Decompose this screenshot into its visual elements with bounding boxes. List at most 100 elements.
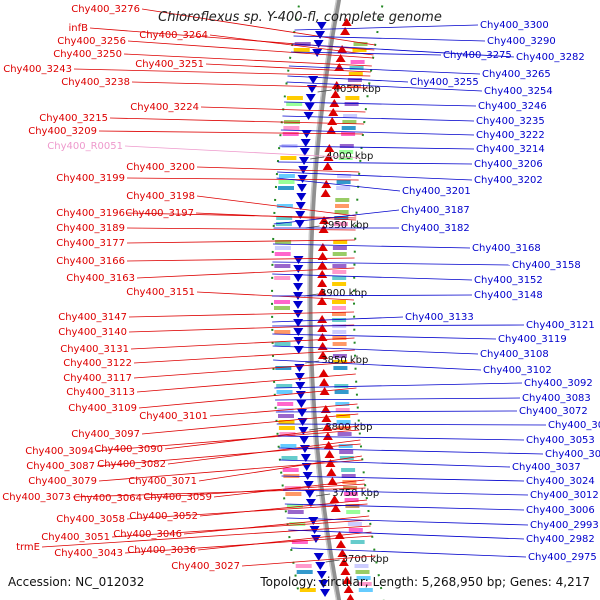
left-feature-bar bbox=[358, 588, 373, 592]
accession-text: Accession: NC_012032 bbox=[8, 575, 145, 589]
forward-gene-arrow bbox=[317, 351, 328, 359]
reverse-gene-arrow bbox=[293, 274, 304, 282]
forward-gene-arrow bbox=[322, 432, 333, 440]
forward-gene-arrow bbox=[317, 288, 328, 296]
right-feature-bar bbox=[283, 126, 300, 130]
reverse-gene-arrow bbox=[305, 94, 316, 102]
right-gene-label: Chy400_3060 bbox=[548, 420, 600, 431]
forward-gene-arrow bbox=[326, 468, 337, 476]
left-feature-bar bbox=[343, 114, 358, 118]
right-label-leader bbox=[273, 359, 482, 371]
left-gene-label: trmE bbox=[16, 542, 40, 553]
reverse-gene-arrow bbox=[300, 139, 311, 147]
left-gene-label: Chy400_3082 bbox=[97, 459, 166, 470]
left-feature-bar bbox=[334, 384, 349, 388]
left-label-leader bbox=[126, 212, 357, 219]
forward-gene-arrow bbox=[335, 54, 346, 62]
kbp-tick-mark bbox=[325, 559, 340, 563]
left-feature-bar bbox=[334, 222, 348, 226]
forward-gene-arrow bbox=[317, 243, 328, 251]
reverse-gene-arrow bbox=[310, 535, 321, 543]
reverse-gene-arrow bbox=[301, 130, 312, 138]
left-label-leader bbox=[95, 429, 360, 452]
right-label-leader bbox=[275, 410, 518, 413]
right-feature-bar bbox=[286, 96, 303, 100]
kbp-tick-mark bbox=[317, 89, 332, 93]
left-feature-bar bbox=[335, 408, 350, 412]
left-gene-label: Chy400_3064 bbox=[73, 493, 142, 504]
left-feature-bar bbox=[346, 510, 361, 514]
left-label-leader bbox=[41, 525, 371, 548]
right-feature-bar bbox=[280, 156, 297, 160]
right-label-leader bbox=[274, 382, 523, 389]
forward-gene-arrow bbox=[346, 594, 355, 600]
left-label-leader bbox=[73, 68, 371, 77]
forward-gene-arrow bbox=[323, 441, 334, 449]
left-label-leader bbox=[196, 166, 360, 173]
left-feature-bar bbox=[332, 282, 347, 286]
left-gene-label: Chy400_3151 bbox=[126, 287, 195, 298]
left-gene-label: Chy400_3198 bbox=[126, 191, 195, 202]
right-label-leader bbox=[272, 324, 525, 327]
genome-backbone bbox=[271, 0, 385, 600]
left-feature-bar bbox=[335, 204, 349, 208]
kbp-tick-label: 3700 kbp bbox=[342, 554, 389, 565]
reverse-gene-arrow bbox=[293, 346, 304, 354]
forward-gene-arrow bbox=[328, 108, 339, 116]
left-gene-label: Chy400_3113 bbox=[66, 387, 135, 398]
right-label-leader bbox=[272, 243, 471, 249]
left-feature-bar bbox=[336, 186, 351, 190]
left-gene-label: Chy400_3140 bbox=[58, 327, 127, 338]
left-feature-bar bbox=[355, 570, 370, 574]
left-gene-label: Chy400_3276 bbox=[71, 4, 140, 15]
reverse-gene-arrow bbox=[295, 382, 306, 390]
right-gene-label: Chy400_3152 bbox=[474, 275, 543, 286]
right-gene-label: Chy400_3275 bbox=[443, 50, 512, 61]
reverse-gene-arrow bbox=[315, 31, 326, 39]
right-label-leader bbox=[272, 333, 497, 340]
left-label-leader bbox=[143, 483, 366, 499]
right-label-leader bbox=[272, 345, 479, 355]
reverse-gene-arrow bbox=[293, 283, 304, 291]
left-gene-label: Chy400_3051 bbox=[41, 532, 110, 543]
left-gene-label: Chy400_3147 bbox=[58, 312, 127, 323]
right-gene-label: Chy400_3255 bbox=[410, 77, 479, 88]
left-label-leader bbox=[109, 117, 365, 125]
reverse-gene-arrow bbox=[293, 328, 304, 336]
reverse-gene-arrow bbox=[320, 589, 331, 597]
right-feature-bar bbox=[278, 414, 294, 418]
right-feature-bar bbox=[274, 330, 291, 334]
left-label-leader bbox=[195, 212, 357, 221]
left-gene-label: Chy400_R0051 bbox=[47, 141, 123, 152]
right-feature-bar bbox=[278, 174, 295, 178]
forward-gene-arrow bbox=[317, 279, 328, 287]
reverse-gene-arrow bbox=[299, 157, 310, 165]
right-label-leader bbox=[290, 51, 442, 56]
reverse-gene-arrow bbox=[303, 481, 314, 489]
reverse-gene-arrow bbox=[298, 427, 309, 435]
right-gene-label: Chy400_3044 bbox=[545, 449, 600, 460]
right-feature-bar bbox=[275, 240, 292, 244]
left-gene-label: Chy400_3094 bbox=[25, 446, 94, 457]
right-label-leader bbox=[277, 161, 473, 165]
gene-labels: Chy400_3276 infB Chy400_3264 Chy400_3256 Chy… bbox=[2, 4, 600, 572]
forward-gene-arrow bbox=[322, 423, 333, 431]
right-feature-bar bbox=[277, 402, 294, 406]
topology-text: Topology: circular; Length: 5,268,950 bp… bbox=[260, 575, 590, 589]
left-feature-bar bbox=[345, 96, 360, 100]
reverse-gene-arrow bbox=[318, 580, 329, 588]
right-feature-bar bbox=[274, 276, 291, 280]
left-gene-label: Chy400_3122 bbox=[63, 358, 132, 369]
right-feature-bar bbox=[295, 564, 312, 568]
right-feature-bar bbox=[289, 522, 306, 526]
left-gene-label: Chy400_3199 bbox=[56, 173, 125, 184]
right-gene-label: Chy400_3158 bbox=[512, 260, 581, 271]
right-feature-bar bbox=[274, 264, 291, 268]
left-feature-bar bbox=[350, 60, 365, 64]
right-feature-bar bbox=[274, 306, 290, 310]
right-label-leader bbox=[272, 273, 473, 281]
left-feature-bar bbox=[347, 78, 362, 82]
reverse-gene-arrow bbox=[309, 526, 320, 534]
left-label-leader bbox=[126, 227, 356, 231]
kbp-tick-label: 3850 kbp bbox=[321, 355, 368, 366]
